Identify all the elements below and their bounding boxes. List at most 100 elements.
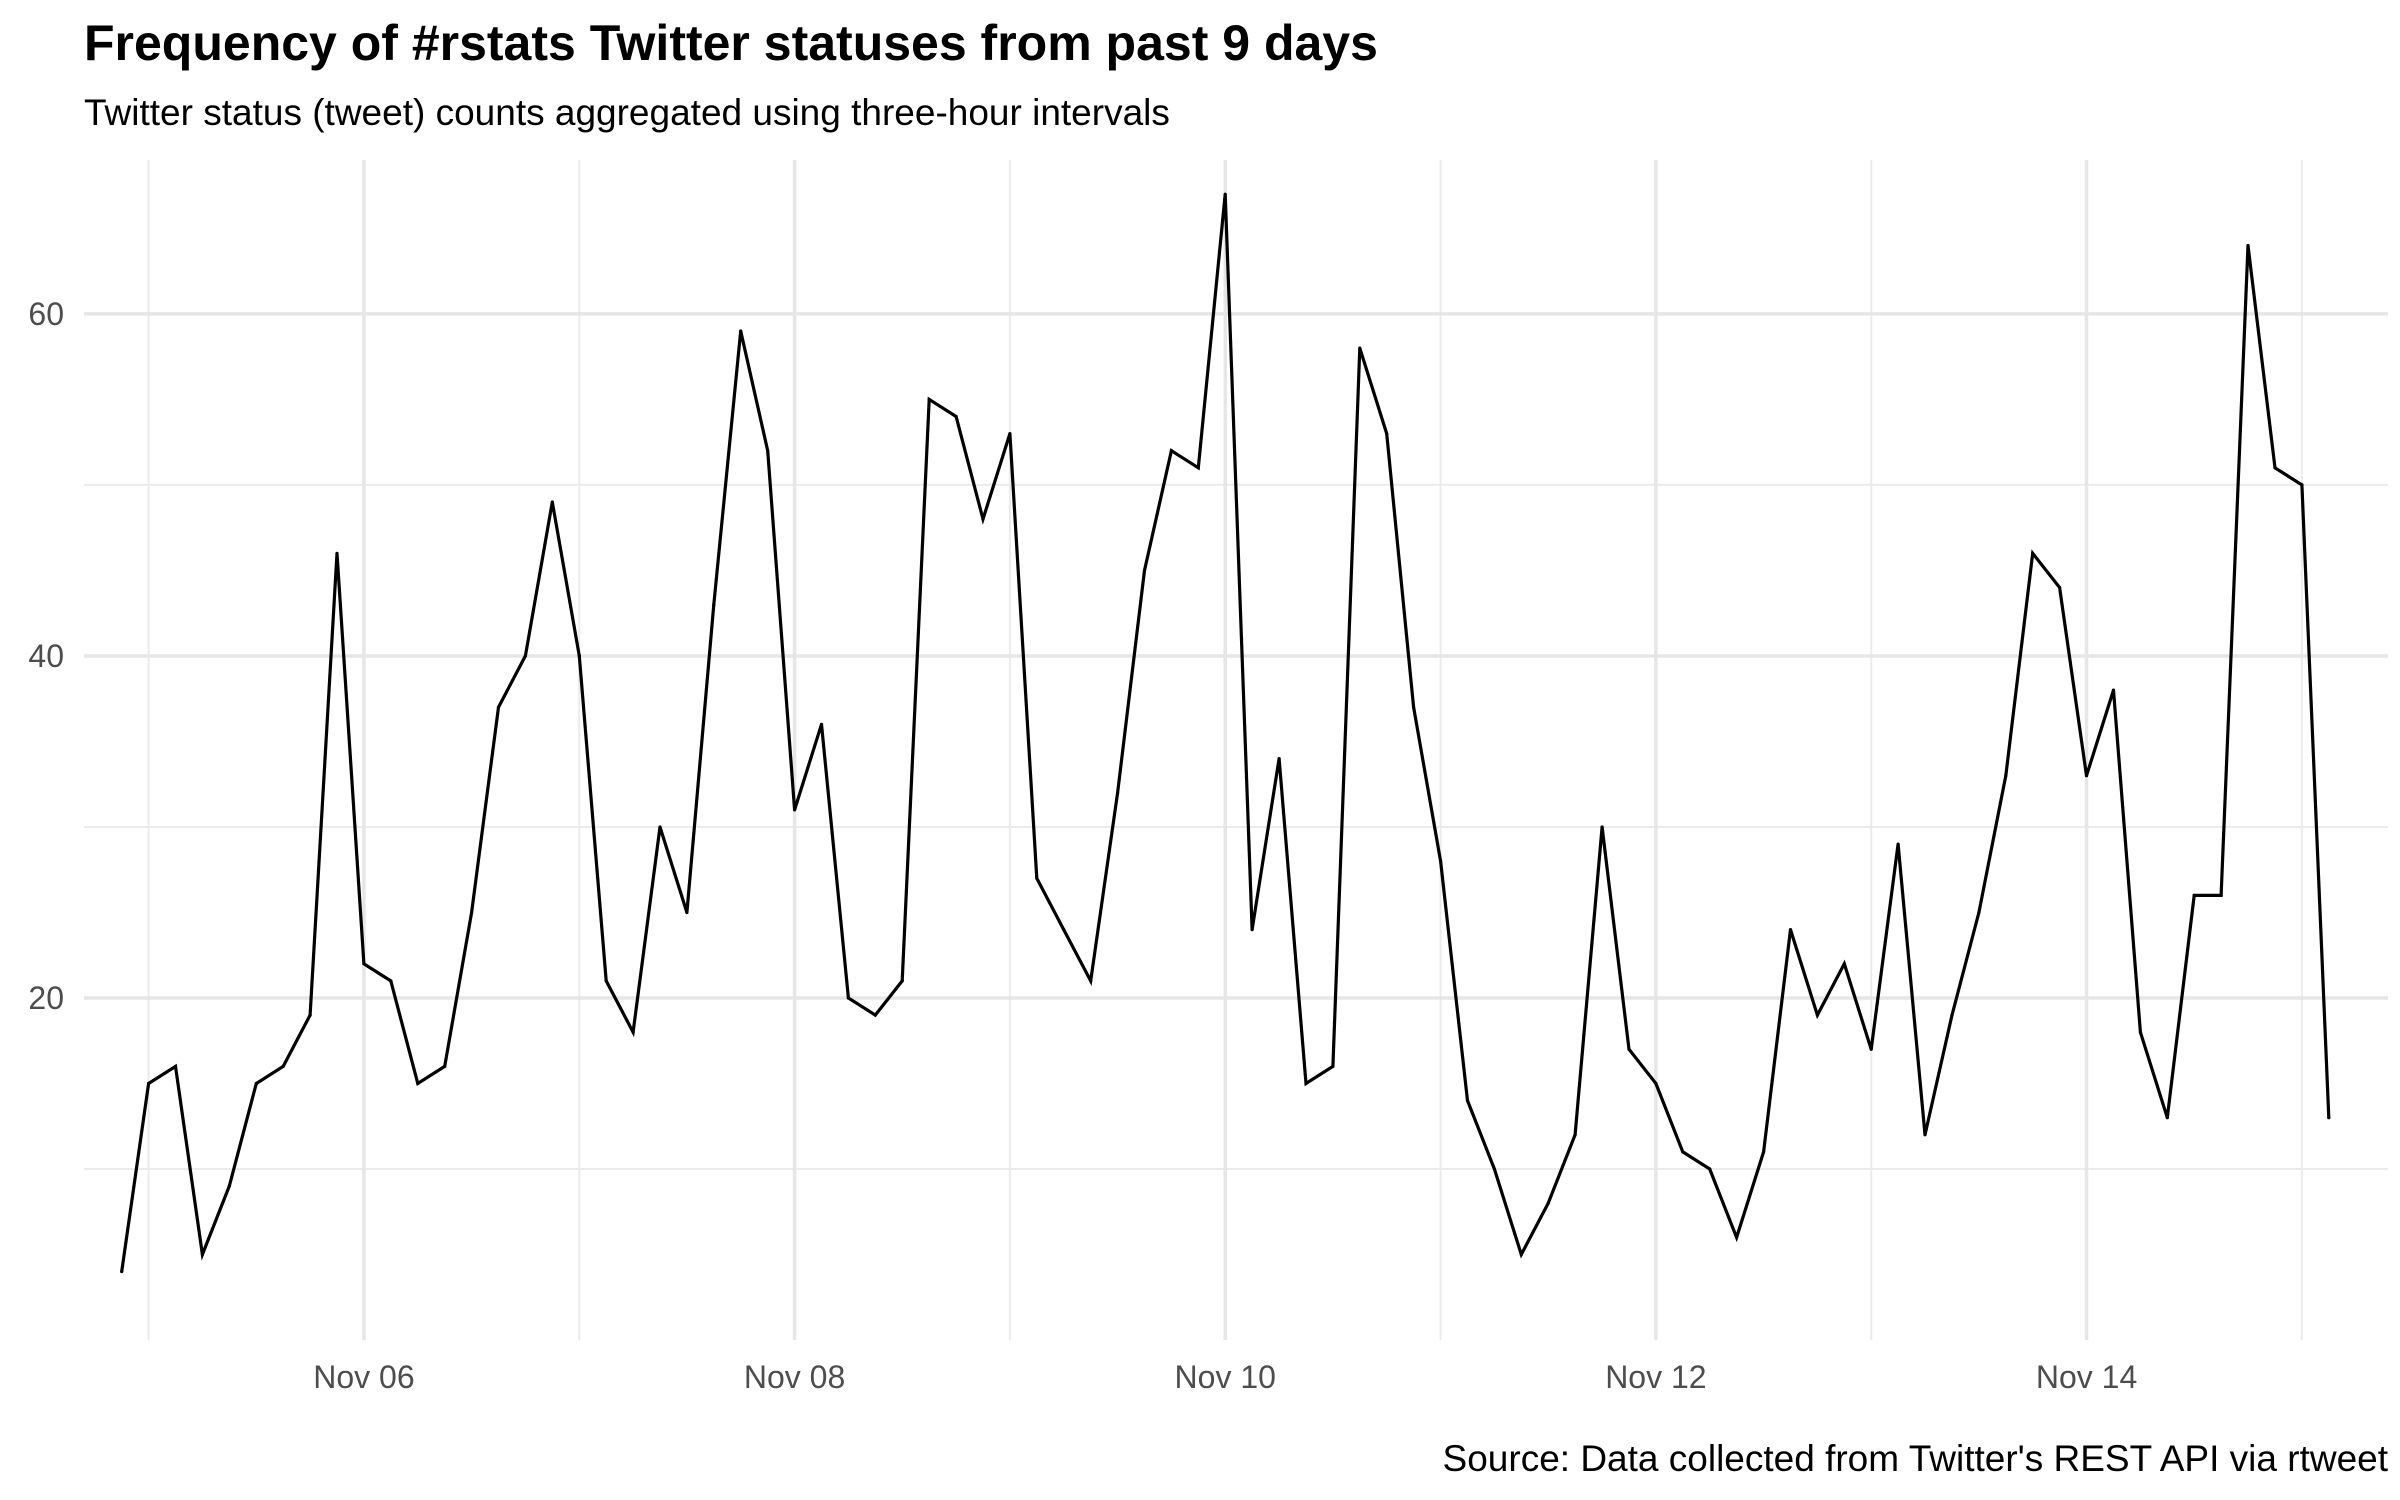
data-point — [1600, 825, 1604, 829]
data-point — [1654, 1081, 1658, 1086]
data-point — [1869, 1047, 1873, 1051]
data-point — [2084, 774, 2089, 778]
data-point — [631, 1030, 635, 1034]
data-point — [1035, 876, 1039, 880]
data-point — [281, 1064, 285, 1068]
data-point — [1412, 705, 1416, 709]
x-tick-label: Nov 10 — [1175, 1359, 1276, 1395]
data-point — [900, 979, 904, 983]
data-point — [1062, 928, 1066, 932]
data-point — [1815, 1013, 1819, 1017]
chart-caption: Source: Data collected from Twitter's RE… — [1442, 1438, 2388, 1479]
data-point — [658, 825, 662, 829]
data-point — [173, 1064, 178, 1068]
major-gridlines — [84, 160, 2388, 1340]
data-point — [2327, 1116, 2331, 1120]
data-point — [1169, 449, 1173, 453]
data-point — [496, 705, 501, 709]
y-tick-label: 40 — [28, 638, 64, 674]
data-point — [254, 1081, 258, 1086]
data-point — [1223, 192, 1227, 196]
data-point — [1089, 979, 1093, 983]
data-point — [1950, 1013, 1954, 1017]
data-point — [577, 654, 581, 658]
data-point — [2031, 551, 2035, 555]
data-point — [1762, 1150, 1766, 1154]
data-point — [2246, 243, 2250, 248]
data-point — [2192, 893, 2196, 898]
data-point — [2111, 688, 2116, 692]
x-tick-label: Nov 06 — [313, 1359, 414, 1395]
data-point — [766, 449, 770, 453]
data-point — [739, 329, 743, 333]
data-point — [362, 962, 366, 966]
data-point — [550, 500, 554, 504]
data-point — [2219, 893, 2223, 898]
data-point — [927, 397, 931, 401]
data-point — [308, 1013, 312, 1017]
data-point — [1196, 466, 1200, 470]
data-point — [1627, 1047, 1631, 1051]
data-point — [523, 654, 528, 658]
y-tick-label: 20 — [28, 980, 64, 1016]
data-point — [1116, 791, 1120, 795]
data-point — [1465, 1099, 1470, 1103]
data-point — [2300, 483, 2304, 487]
data-point — [147, 1081, 151, 1086]
data-point — [200, 1252, 204, 1257]
data-point — [604, 979, 608, 983]
data-point — [1708, 1167, 1712, 1171]
data-point — [1304, 1081, 1308, 1086]
y-tick-label: 60 — [28, 296, 64, 332]
data-point — [1923, 1133, 1927, 1137]
data-point — [1546, 1201, 1550, 1205]
data-point — [2058, 585, 2062, 590]
data-point — [227, 1184, 231, 1188]
data-point — [1142, 568, 1147, 573]
data-point — [2004, 774, 2008, 778]
chart-title: Frequency of #rstats Twitter statuses fr… — [84, 15, 1378, 71]
data-point — [389, 979, 393, 983]
chart-subtitle: Twitter status (tweet) counts aggregated… — [84, 92, 1170, 133]
series-layer — [120, 192, 2331, 1274]
data-point — [1519, 1252, 1523, 1257]
x-tick-label: Nov 12 — [1605, 1359, 1706, 1395]
data-point — [1681, 1150, 1685, 1154]
y-axis-tick-labels: 20 40 60 — [28, 296, 64, 1016]
data-point — [846, 996, 851, 1000]
data-point — [120, 1270, 124, 1274]
data-point — [2273, 466, 2277, 470]
minor-gridlines — [84, 160, 2388, 1340]
data-point — [1331, 1064, 1335, 1068]
data-point — [1250, 928, 1254, 932]
x-tick-label: Nov 08 — [744, 1359, 845, 1395]
data-point — [1277, 757, 1281, 761]
data-point — [470, 910, 474, 915]
data-point — [1439, 859, 1443, 863]
data-point — [1735, 1235, 1739, 1239]
data-point — [954, 414, 958, 419]
data-point — [981, 517, 985, 521]
data-point — [1358, 346, 1362, 350]
data-point — [1977, 910, 1981, 915]
data-point — [1008, 432, 1012, 436]
data-point — [1492, 1167, 1496, 1171]
data-point — [1385, 432, 1389, 436]
data-point — [819, 722, 824, 726]
x-tick-label: Nov 14 — [2036, 1359, 2137, 1395]
data-point — [1842, 962, 1846, 966]
data-point — [712, 603, 716, 607]
data-point — [1788, 928, 1793, 932]
data-point — [2165, 1116, 2169, 1120]
data-point — [685, 910, 689, 915]
data-point — [793, 808, 797, 812]
data-point — [1573, 1133, 1577, 1137]
data-point — [873, 1013, 877, 1017]
data-point — [416, 1081, 420, 1086]
data-point — [1896, 842, 1900, 846]
data-point — [335, 551, 339, 555]
data-point — [2138, 1030, 2142, 1034]
x-axis-tick-labels: Nov 06 Nov 08 Nov 10 Nov 12 Nov 14 — [313, 1359, 2137, 1395]
data-point — [443, 1064, 447, 1068]
